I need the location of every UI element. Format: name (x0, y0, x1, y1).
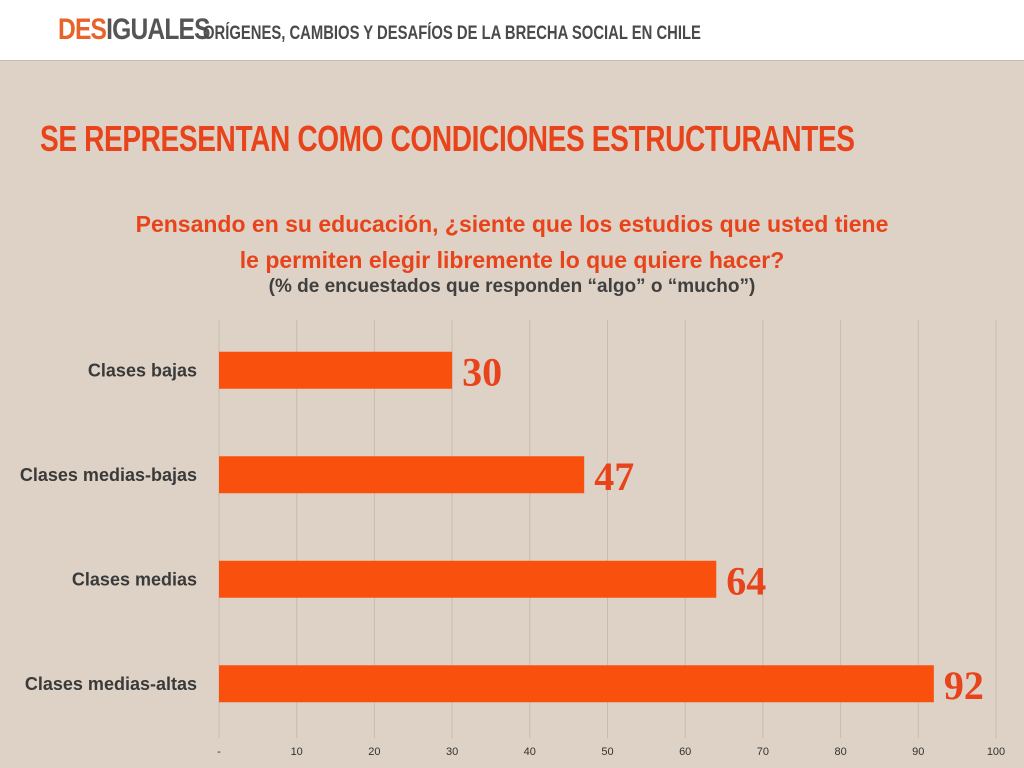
slide-title: SE REPRESENTAN COMO CONDICIONES ESTRUCTU… (40, 118, 855, 159)
value-label-3: 92 (944, 663, 984, 708)
chart-title-line1: Pensando en su educación, ¿siente que lo… (135, 211, 889, 237)
value-label-0: 30 (462, 349, 502, 394)
chart-subtitle: (% de encuestados que responden “algo” o… (268, 276, 756, 297)
bar-3 (219, 665, 934, 703)
x-tick-label-1: 10 (291, 746, 303, 758)
x-tick-label-8: 80 (834, 746, 846, 758)
bar-2 (219, 560, 717, 598)
category-label-0: Clases bajas (88, 360, 197, 380)
value-label-1: 47 (594, 454, 634, 499)
category-label-3: Clases medias-altas (25, 674, 197, 694)
category-label-2: Clases medias (72, 569, 197, 589)
x-tick-label-9: 90 (912, 746, 924, 758)
value-label-2: 64 (726, 558, 766, 603)
x-tick-label-2: 20 (368, 746, 380, 758)
chart-title: Pensando en su educación, ¿siente que lo… (0, 206, 1024, 278)
header-tagline: ORÍGENES, CAMBIOS Y DESAFÍOS DE LA BRECH… (203, 23, 701, 44)
category-label-1: Clases medias-bajas (20, 465, 197, 485)
x-tick-label-3: 30 (446, 746, 458, 758)
chart-title-line2: le permiten elegir libremente lo que qui… (239, 247, 785, 273)
x-tick-label-10: 100 (987, 746, 1005, 758)
x-tick-label-5: 50 (601, 746, 613, 758)
bar-0 (219, 351, 453, 389)
x-tick-label-7: 70 (757, 746, 769, 758)
brand-part1: DES (58, 13, 107, 46)
header-bar: DESIGUALES ORÍGENES, CAMBIOS Y DESAFÍOS … (0, 0, 1024, 61)
x-tick-label-0: - (217, 746, 221, 758)
brand-part2: IGUALES (106, 13, 210, 46)
brand-logo: DESIGUALES (58, 13, 211, 47)
x-tick-label-4: 40 (524, 746, 536, 758)
x-tick-label-6: 60 (679, 746, 691, 758)
bar-1 (219, 456, 585, 494)
